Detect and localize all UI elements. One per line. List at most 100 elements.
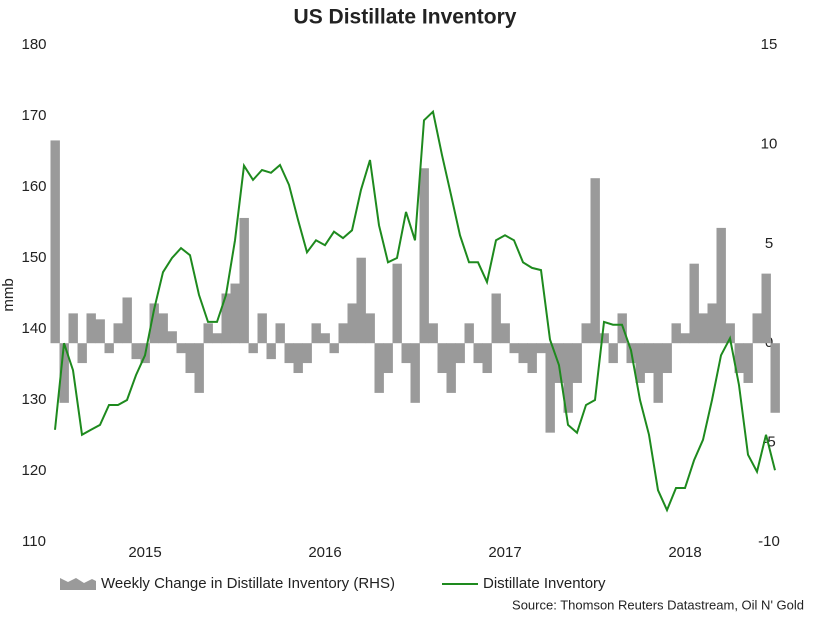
bar	[221, 293, 231, 344]
y-tick-label: 180	[21, 36, 46, 53]
bar	[59, 343, 69, 403]
bar	[752, 313, 762, 344]
bar	[185, 343, 195, 374]
bar	[698, 313, 708, 344]
bar	[383, 343, 393, 374]
x-tick-label: 2015	[128, 544, 161, 561]
bar	[329, 343, 339, 354]
line	[54, 109, 776, 513]
bar	[581, 323, 591, 344]
bar	[653, 343, 663, 403]
bar	[707, 303, 717, 344]
bar	[491, 293, 501, 344]
y-tick-label: 130	[21, 391, 46, 408]
y2-tick-label: 10	[761, 135, 778, 152]
bar	[518, 343, 528, 364]
bar	[437, 343, 447, 374]
bar	[455, 343, 465, 364]
bar	[401, 343, 411, 364]
bar	[284, 343, 294, 364]
bar	[167, 331, 177, 344]
bar	[716, 227, 726, 344]
bar	[212, 333, 222, 344]
bar	[365, 313, 375, 344]
x-tick-label: 2018	[668, 544, 701, 561]
bar	[50, 140, 60, 344]
bar	[320, 333, 330, 344]
bar	[104, 343, 114, 354]
bar	[509, 343, 519, 354]
bar	[761, 273, 771, 344]
y2-tick-label: 15	[761, 36, 778, 53]
bar	[590, 178, 600, 344]
bar	[113, 323, 123, 344]
bar	[545, 343, 555, 433]
legend-label: Distillate Inventory	[483, 575, 606, 592]
bar	[563, 343, 573, 413]
bar	[410, 343, 420, 403]
bar	[68, 313, 78, 344]
source-note: Source: Thomson Reuters Datastream, Oil …	[512, 597, 804, 612]
bar	[572, 343, 582, 383]
bar	[275, 323, 285, 344]
y-tick-label: 140	[21, 320, 46, 337]
bar	[149, 303, 159, 344]
bar	[482, 343, 492, 374]
x-tick-label: 2016	[308, 544, 341, 561]
bar	[122, 297, 132, 344]
y-axis-label: mmb	[0, 278, 17, 311]
bar	[635, 343, 645, 383]
bar	[347, 303, 357, 344]
bar	[608, 343, 618, 364]
bar	[446, 343, 456, 393]
bar	[599, 333, 609, 344]
legend-swatch	[60, 578, 96, 590]
bar	[392, 263, 402, 344]
chart-title: US Distillate Inventory	[294, 6, 517, 29]
bar	[536, 343, 546, 354]
y2-tick-label: -10	[758, 533, 780, 550]
bar	[734, 343, 744, 374]
bar	[770, 343, 780, 413]
bar	[473, 343, 483, 364]
bar	[131, 343, 141, 360]
bar	[464, 323, 474, 344]
bar	[257, 313, 267, 344]
bar	[266, 343, 276, 360]
y-tick-label: 170	[21, 107, 46, 124]
y2-tick-label: 5	[765, 235, 773, 252]
bar	[176, 343, 186, 354]
bar	[230, 283, 240, 344]
bar	[203, 323, 213, 344]
bar	[302, 343, 312, 364]
bar	[617, 313, 627, 344]
bar	[662, 343, 672, 374]
y-tick-label: 120	[21, 462, 46, 479]
bar	[725, 323, 735, 344]
bar	[338, 323, 348, 344]
bar	[527, 343, 537, 374]
bar	[680, 333, 690, 344]
bar	[86, 313, 96, 344]
y-tick-label: 160	[21, 178, 46, 195]
x-tick-label: 2017	[488, 544, 521, 561]
y-tick-label: 110	[22, 533, 46, 550]
bar	[743, 343, 753, 383]
bar	[500, 323, 510, 344]
bar	[428, 323, 438, 344]
bar	[248, 343, 258, 354]
bar	[356, 257, 366, 344]
bar	[311, 323, 321, 344]
bar	[239, 217, 249, 344]
bar	[644, 343, 654, 374]
bar	[671, 323, 681, 344]
bar	[374, 343, 384, 393]
bar	[194, 343, 204, 393]
bar	[158, 313, 168, 344]
bar	[689, 263, 699, 344]
bar	[293, 343, 303, 374]
bar	[95, 319, 105, 344]
bar	[77, 343, 87, 364]
bar	[419, 168, 429, 344]
